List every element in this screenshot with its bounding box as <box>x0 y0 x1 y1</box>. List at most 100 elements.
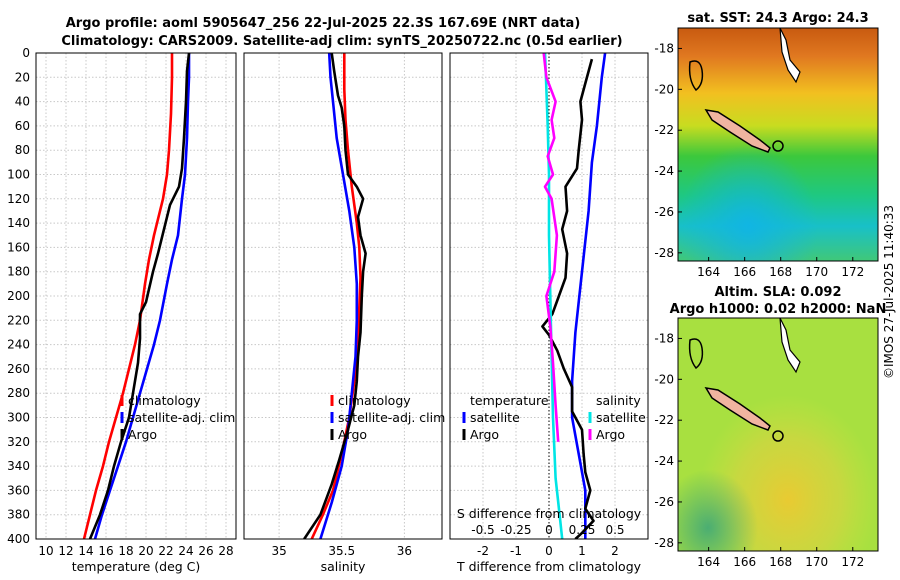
map-x-tick-label: 164 <box>697 265 720 279</box>
x-tick-label: 28 <box>218 544 233 558</box>
s-diff-tick-labels: -0.5 -0.25 0 0.25 0.5 <box>471 523 624 537</box>
map-y-tick-label: -20 <box>654 82 674 96</box>
map-x-tick-label: 166 <box>733 265 756 279</box>
vanuatu-outline <box>779 27 801 84</box>
new-caledonia-land <box>704 386 771 431</box>
imos-credit: ©IMOS 27-Jul-2025 11:40:33 <box>882 205 896 379</box>
x-tick-label: 0 <box>545 544 553 558</box>
title-line-1: Argo profile: aoml 5905647_256 22-Jul-20… <box>66 16 581 31</box>
depth-tick-label: 280 <box>7 386 30 400</box>
x-tick-label: 14 <box>78 544 93 558</box>
sla-map-title-1: Altim. SLA: 0.092 <box>715 285 842 300</box>
map-y-tick-label: -24 <box>654 454 674 468</box>
legend-s-satellite: satellite <box>596 410 646 425</box>
salinity-series <box>303 53 367 539</box>
depth-tick-label: 160 <box>7 240 30 254</box>
x-tick-label: 24 <box>178 544 193 558</box>
salinity-xlabel: salinity <box>321 559 366 574</box>
sla-low-patch <box>678 318 878 551</box>
series-satellite-adj-clim <box>319 53 359 539</box>
salinity-axes-box <box>243 52 443 540</box>
x-tick-label: 18 <box>118 544 133 558</box>
argo-position-marker <box>772 140 784 152</box>
map-y-tick-label: -18 <box>654 41 674 55</box>
map-y-tick-label: -26 <box>654 495 674 509</box>
depth-tick-label: 40 <box>15 95 30 109</box>
x-tick-label: 35 <box>271 544 286 558</box>
map-x-tick-label: 170 <box>805 265 828 279</box>
map-x-tick-label: 168 <box>769 265 792 279</box>
depth-tick-label: 380 <box>7 508 30 522</box>
x-tick-label: 2 <box>611 544 619 558</box>
salinity-panel: 35 35.5 36 salinity climatology satellite-… <box>243 52 445 574</box>
temperature-legend: climatology satellite-adj. clim Argo <box>120 393 235 442</box>
legend-satellite: satellite-adj. clim <box>338 410 445 425</box>
map-y-tick-label: -18 <box>654 331 674 345</box>
series-climatology <box>310 53 362 539</box>
map-x-tick-label: 166 <box>733 555 756 569</box>
s-diff-tick-label: -0.5 <box>471 523 494 537</box>
map-y-tick-label: -28 <box>654 246 674 260</box>
sla-map-panel: Altim. SLA: 0.092 Argo h1000: 0.02 h2000… <box>654 285 886 569</box>
map-x-tick-label: 168 <box>769 555 792 569</box>
map-y-tick-label: -28 <box>654 536 674 550</box>
sla-map-ticks: 164 166 168 170 172 -18 -20 -22 -24 -26 -28 <box>654 331 864 569</box>
depth-tick-labels: 0 20 40 60 80 100 120 140 160 180 200 220 240 260 280 3… <box>7 46 30 546</box>
legend-argo: Argo <box>338 427 367 442</box>
series-t-satellite <box>570 53 607 539</box>
map-y-tick-label: -20 <box>654 372 674 386</box>
legend-satellite: satellite-adj. clim <box>128 410 235 425</box>
t-diff-tick-labels: -2 -1 0 1 2 <box>477 544 619 558</box>
legend-s-argo: Argo <box>596 427 625 442</box>
island-outline <box>688 338 704 370</box>
depth-tick-label: 340 <box>7 459 30 473</box>
map-y-tick-label: -22 <box>654 413 674 427</box>
map-y-tick-label: -24 <box>654 164 674 178</box>
x-tick-label: 26 <box>198 544 213 558</box>
temperature-tick-labels: 10 12 14 16 18 20 22 24 26 28 <box>38 544 233 558</box>
depth-tick-label: 180 <box>7 265 30 279</box>
sla-map-frame <box>677 317 879 552</box>
depth-tick-label: 100 <box>7 168 30 182</box>
depth-tick-label: 80 <box>15 143 30 157</box>
map-x-tick-label: 172 <box>841 265 864 279</box>
x-tick-label: 22 <box>158 544 173 558</box>
legend-t-satellite: satellite <box>470 410 520 425</box>
difference-panel: -2 -1 0 1 2 S difference from climatology -0… <box>449 52 649 574</box>
depth-tick-label: 200 <box>7 289 30 303</box>
depth-tick-label: 20 <box>15 70 30 84</box>
sst-map-ticks: 164 166 168 170 172 -18 -20 -22 -24 -26 -28 <box>654 41 864 279</box>
sst-map-title: sat. SST: 24.3 Argo: 24.3 <box>687 11 868 26</box>
series-argo <box>88 53 191 539</box>
x-tick-label: 36 <box>397 544 412 558</box>
x-tick-label: 1 <box>578 544 586 558</box>
island-outline <box>688 60 704 92</box>
sst-map-panel: sat. SST: 24.3 Argo: 24.3 164 166 168 170 17… <box>654 11 879 279</box>
temperature-grid <box>36 52 236 540</box>
x-tick-label: -1 <box>510 544 522 558</box>
map-x-tick-label: 170 <box>805 555 828 569</box>
legend-argo: Argo <box>128 427 157 442</box>
depth-tick-label: 240 <box>7 338 30 352</box>
t-diff-xlabel: T difference from climatology <box>456 559 642 574</box>
vanuatu-outline <box>779 317 801 374</box>
map-x-tick-label: 172 <box>841 555 864 569</box>
legend-temperature-header: temperature <box>470 393 549 408</box>
x-tick-label: 35.5 <box>328 544 355 558</box>
map-y-tick-label: -26 <box>654 205 674 219</box>
difference-axes-box <box>449 52 649 540</box>
depth-tick-label: 120 <box>7 192 30 206</box>
map-y-tick-label: -22 <box>654 123 674 137</box>
s-diff-tick-label: 0 <box>545 523 553 537</box>
series-t-argo <box>541 58 595 539</box>
salinity-legend: climatology satellite-adj. clim Argo <box>330 393 445 442</box>
legend-climatology: climatology <box>128 393 201 408</box>
sla-map-title-2: Argo h1000: 0.02 h2000: NaN <box>670 302 887 317</box>
depth-tick-label: 220 <box>7 313 30 327</box>
depth-tick-label: 360 <box>7 483 30 497</box>
sst-map-frame <box>677 27 879 262</box>
x-tick-label: 20 <box>138 544 153 558</box>
depth-tick-label: 260 <box>7 362 30 376</box>
difference-series <box>541 53 607 539</box>
